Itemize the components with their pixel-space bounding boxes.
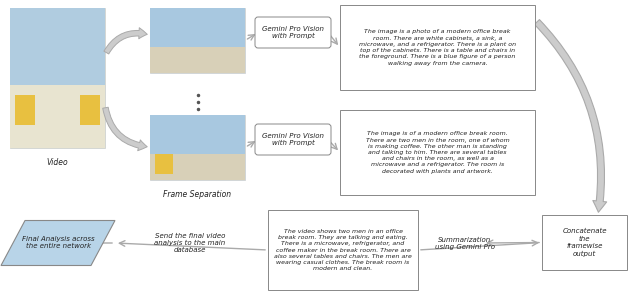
FancyBboxPatch shape	[150, 115, 245, 154]
FancyBboxPatch shape	[10, 85, 105, 148]
FancyBboxPatch shape	[80, 95, 100, 125]
FancyBboxPatch shape	[150, 154, 245, 180]
FancyBboxPatch shape	[255, 17, 331, 48]
FancyBboxPatch shape	[10, 8, 105, 85]
FancyArrowPatch shape	[104, 28, 147, 54]
FancyBboxPatch shape	[340, 5, 535, 90]
Text: Gemini Pro Vision
with Prompt: Gemini Pro Vision with Prompt	[262, 133, 324, 146]
FancyArrowPatch shape	[102, 107, 147, 151]
Text: Gemini Pro Vision
with Prompt: Gemini Pro Vision with Prompt	[262, 26, 324, 39]
Text: Frame Separation: Frame Separation	[163, 190, 232, 199]
FancyBboxPatch shape	[340, 110, 535, 195]
Text: Concatenate
the
framewise
output: Concatenate the framewise output	[563, 228, 607, 257]
Text: Summarization
using Gemini Pro: Summarization using Gemini Pro	[435, 237, 495, 249]
FancyBboxPatch shape	[150, 8, 245, 73]
FancyBboxPatch shape	[542, 215, 627, 270]
Text: Send the final video
analysis to the main
database: Send the final video analysis to the mai…	[154, 233, 226, 253]
FancyArrowPatch shape	[534, 20, 607, 212]
FancyBboxPatch shape	[150, 47, 245, 73]
FancyBboxPatch shape	[15, 95, 35, 125]
FancyBboxPatch shape	[10, 8, 105, 148]
FancyBboxPatch shape	[268, 210, 418, 290]
FancyBboxPatch shape	[150, 8, 245, 47]
FancyBboxPatch shape	[255, 124, 331, 155]
Text: The video shows two men in an office
break room. They are talking and eating.
Th: The video shows two men in an office bre…	[274, 229, 412, 271]
Text: The image is a photo of a modern office break
room. There are white cabinets, a : The image is a photo of a modern office …	[359, 30, 516, 65]
FancyBboxPatch shape	[150, 115, 245, 180]
Text: The image is of a modern office break room.
There are two men in the room, one o: The image is of a modern office break ro…	[365, 131, 509, 174]
Text: Final Analysis across
the entire network: Final Analysis across the entire network	[22, 237, 94, 249]
FancyBboxPatch shape	[155, 154, 173, 174]
Polygon shape	[1, 220, 115, 266]
Text: Video: Video	[47, 158, 68, 167]
